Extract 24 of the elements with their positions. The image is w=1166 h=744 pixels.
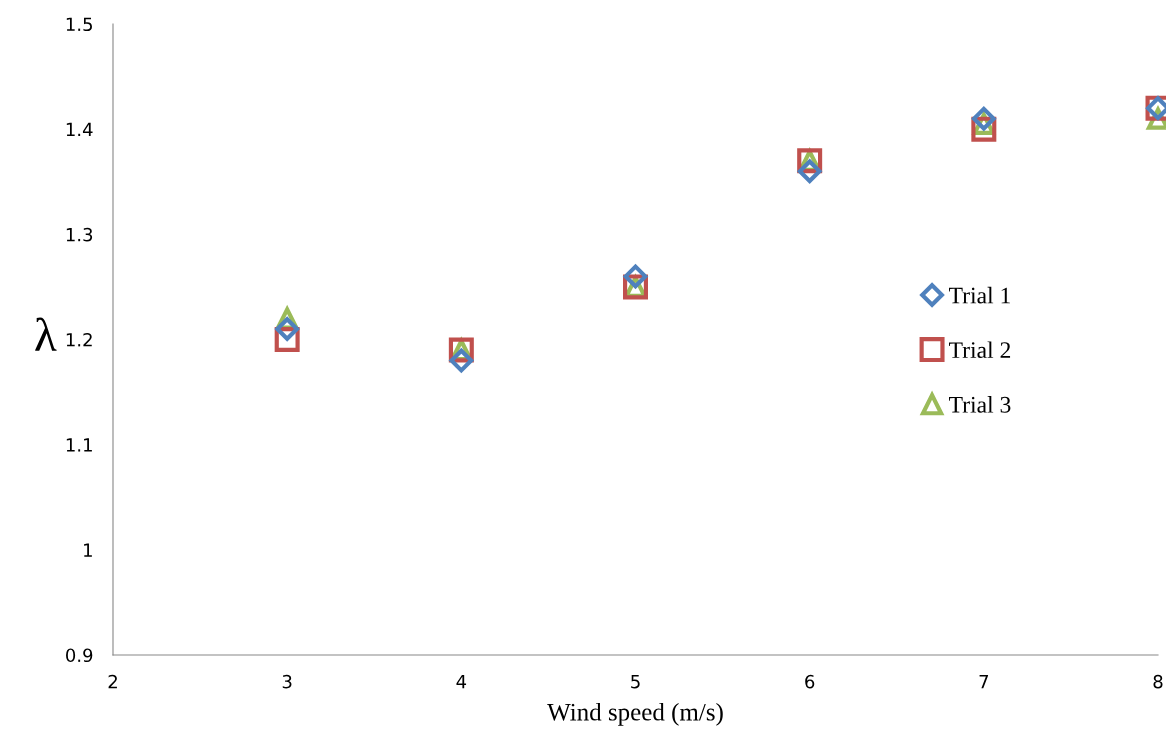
point	[797, 159, 822, 184]
x-tick-label: 4	[456, 675, 467, 689]
x-tick-label: 3	[282, 674, 292, 689]
y-tick-label: 0.9	[66, 648, 93, 663]
x-axis-title: Wind speed (m/s)	[547, 703, 723, 726]
y-tick-label: 1.5	[66, 17, 92, 32]
x-tick-label: 8	[1153, 674, 1163, 689]
x-tick-label: 2	[108, 674, 117, 689]
legend-label: Trial 2	[949, 341, 1011, 359]
point	[449, 348, 474, 373]
legend-label: Trial 1	[949, 286, 1010, 304]
y-tick-label: 1.2	[66, 332, 92, 347]
y-axis-title: λ	[35, 317, 57, 351]
point	[623, 264, 648, 289]
y-tick-label: 1.4	[66, 122, 93, 137]
y-tick-label: 1.1	[66, 438, 92, 452]
y-tick-label: 1	[84, 543, 92, 557]
y-tick-label: 1.3	[66, 227, 93, 242]
x-tick-label: 7	[979, 675, 989, 689]
point	[275, 317, 300, 341]
legend-label: Trial 3	[949, 396, 1011, 413]
point	[971, 106, 996, 131]
x-tick-label: 5	[631, 675, 640, 689]
x-tick-label: 6	[805, 674, 815, 689]
